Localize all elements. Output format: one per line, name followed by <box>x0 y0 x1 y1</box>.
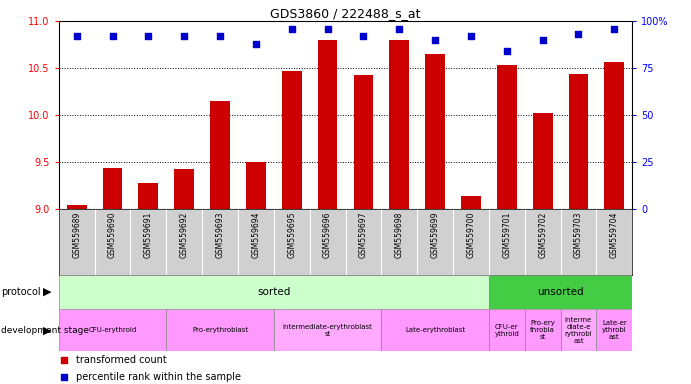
Point <box>286 26 297 32</box>
Text: GSM559698: GSM559698 <box>395 211 404 258</box>
Bar <box>560 309 596 351</box>
Text: GSM559689: GSM559689 <box>72 211 81 258</box>
Point <box>71 33 82 39</box>
Bar <box>381 309 489 351</box>
Bar <box>533 113 553 209</box>
Text: Late-erythroblast: Late-erythroblast <box>405 327 465 333</box>
Bar <box>354 75 373 209</box>
Text: GSM559691: GSM559691 <box>144 211 153 258</box>
Text: GSM559695: GSM559695 <box>287 211 296 258</box>
Bar <box>318 40 337 209</box>
Bar <box>59 275 489 309</box>
Text: GSM559703: GSM559703 <box>574 211 583 258</box>
Point <box>179 33 190 39</box>
Bar <box>167 309 274 351</box>
Text: GSM559696: GSM559696 <box>323 211 332 258</box>
Text: Pro-erythroblast: Pro-erythroblast <box>192 327 248 333</box>
Bar <box>489 275 632 309</box>
Bar <box>274 309 381 351</box>
Text: Late-er
ythrobl
ast: Late-er ythrobl ast <box>602 320 627 340</box>
Title: GDS3860 / 222488_s_at: GDS3860 / 222488_s_at <box>270 7 421 20</box>
Bar <box>210 101 230 209</box>
Point <box>214 33 225 39</box>
Bar <box>174 169 194 209</box>
Bar <box>59 309 167 351</box>
Point <box>609 26 620 32</box>
Text: GSM559700: GSM559700 <box>466 211 475 258</box>
Text: Pro-ery
throbla
st: Pro-ery throbla st <box>530 320 555 340</box>
Bar <box>524 309 560 351</box>
Point <box>573 31 584 37</box>
Bar <box>461 196 481 209</box>
Point <box>59 374 70 380</box>
Bar <box>246 162 266 209</box>
Bar <box>605 61 624 209</box>
Text: ▶: ▶ <box>43 325 51 335</box>
Point <box>143 33 154 39</box>
Point <box>59 358 70 364</box>
Text: GSM559693: GSM559693 <box>216 211 225 258</box>
Bar <box>489 309 524 351</box>
Point <box>394 26 405 32</box>
Text: CFU-erythroid: CFU-erythroid <box>88 327 137 333</box>
Text: Intermediate-erythroblast
st: Intermediate-erythroblast st <box>283 324 372 337</box>
Point <box>107 33 118 39</box>
Text: protocol: protocol <box>1 287 40 297</box>
Bar <box>569 74 588 209</box>
Text: GSM559694: GSM559694 <box>252 211 261 258</box>
Text: GSM559690: GSM559690 <box>108 211 117 258</box>
Point <box>466 33 477 39</box>
Bar <box>67 205 86 209</box>
Text: GSM559692: GSM559692 <box>180 211 189 258</box>
Text: ▶: ▶ <box>43 287 51 297</box>
Point <box>358 33 369 39</box>
Text: GSM559702: GSM559702 <box>538 211 547 258</box>
Text: GSM559699: GSM559699 <box>430 211 439 258</box>
Point <box>322 26 333 32</box>
Text: Interme
diate-e
rythrobl
ast: Interme diate-e rythrobl ast <box>565 317 592 344</box>
Bar <box>596 309 632 351</box>
Text: percentile rank within the sample: percentile rank within the sample <box>76 372 241 382</box>
Bar <box>282 71 301 209</box>
Text: GSM559704: GSM559704 <box>610 211 619 258</box>
Text: GSM559701: GSM559701 <box>502 211 511 258</box>
Text: GSM559697: GSM559697 <box>359 211 368 258</box>
Text: development stage: development stage <box>1 326 88 335</box>
Bar <box>425 54 445 209</box>
Point <box>501 48 512 54</box>
Text: unsorted: unsorted <box>538 287 584 297</box>
Bar <box>138 183 158 209</box>
Point <box>430 37 441 43</box>
Text: CFU-er
ythroid: CFU-er ythroid <box>495 324 519 337</box>
Bar <box>390 40 409 209</box>
Bar <box>103 168 122 209</box>
Point <box>250 41 261 47</box>
Point <box>537 37 548 43</box>
Bar <box>497 65 517 209</box>
Text: sorted: sorted <box>257 287 290 297</box>
Text: transformed count: transformed count <box>76 356 167 366</box>
